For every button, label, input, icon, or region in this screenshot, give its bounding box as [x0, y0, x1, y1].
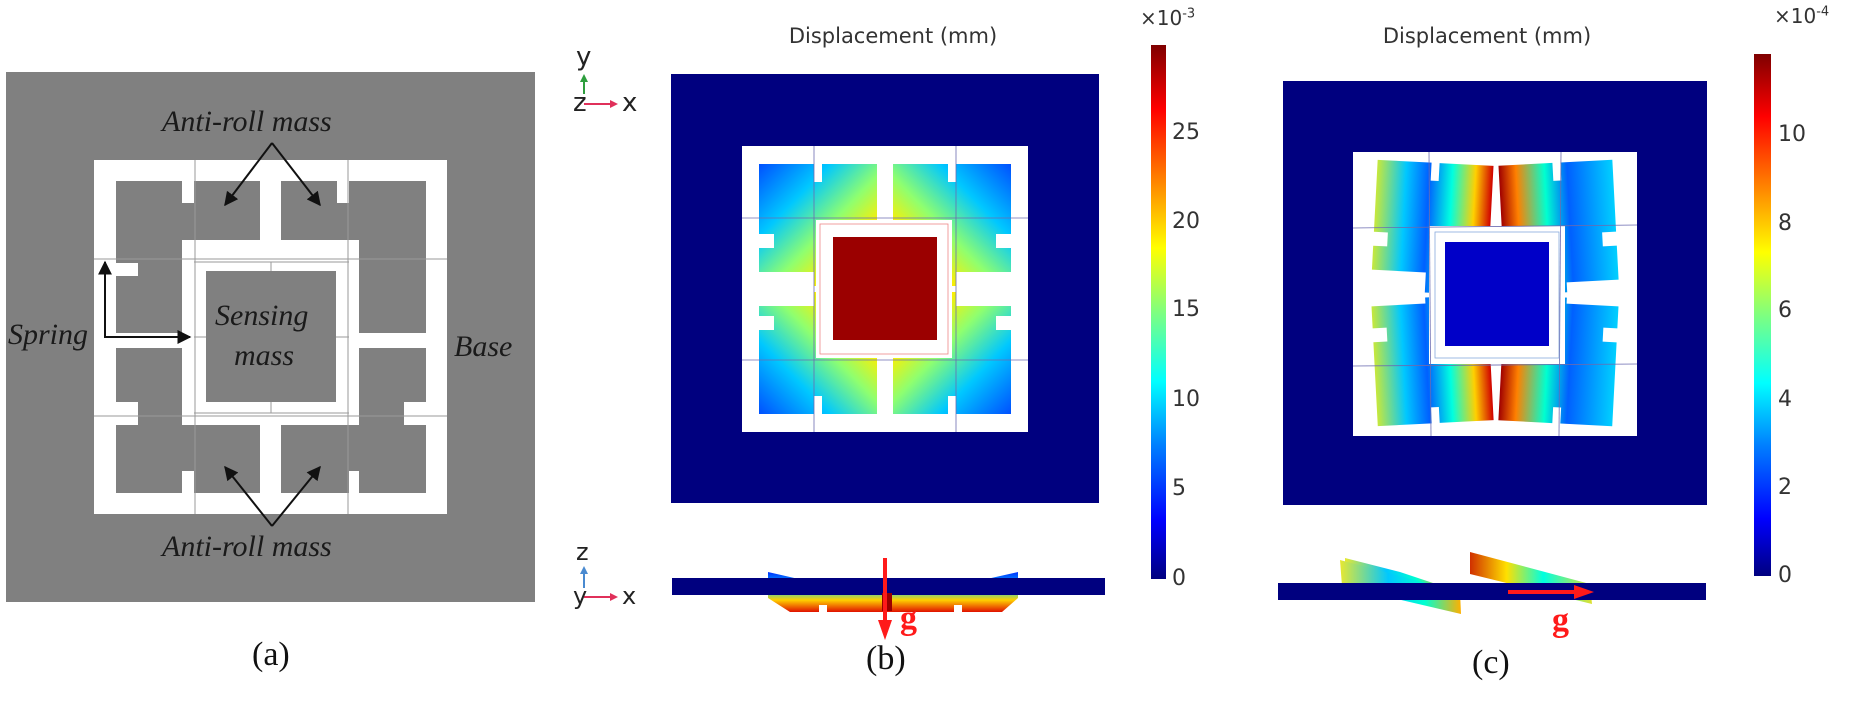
gravity-label-b: g [900, 600, 917, 637]
colorbar-tick-c-4: 4 [1778, 387, 1792, 412]
colorbar-tick-b-0: 0 [1172, 566, 1186, 591]
caption-c: (c) [1472, 644, 1510, 681]
colorbar-multiplier-c: ×10-4 [1774, 4, 1829, 28]
multiplier-exp-c: -4 [1816, 4, 1830, 20]
gravity-label-c: g [1552, 602, 1569, 639]
axis-triad-top-b [580, 74, 618, 108]
caption-b: (b) [866, 640, 906, 677]
axis-x-label-b: x [622, 88, 638, 118]
colorbar-tick-c-6: 6 [1778, 298, 1792, 323]
multiplier-base-c: ×10 [1774, 4, 1817, 28]
fem-side-view-b [672, 572, 1105, 613]
colorbar-tick-b-25: 25 [1172, 120, 1200, 145]
title-b: Displacement (mm) [788, 24, 998, 48]
axis-y-label-side-b: y [573, 582, 588, 610]
label-base: Base [454, 330, 513, 363]
colorbar-tick-c-8: 8 [1778, 211, 1792, 236]
colorbar-tick-b-5: 5 [1172, 476, 1186, 501]
title-c: Displacement (mm) [1382, 24, 1592, 48]
fem-top-view-c [1352, 151, 1638, 437]
label-spring: Spring [8, 318, 89, 351]
colorbar-tick-b-10: 10 [1172, 387, 1200, 412]
colorbar-c [1754, 54, 1771, 576]
label-mass: mass [234, 339, 295, 372]
colorbar-tick-b-20: 20 [1172, 209, 1200, 234]
caption-a: (a) [252, 636, 290, 673]
multiplier-exp-b: -3 [1182, 6, 1196, 22]
label-sensing: Sensing [215, 299, 309, 332]
axis-x-label-side-b: x [622, 582, 637, 610]
axis-triad-side-b [580, 566, 618, 601]
multiplier-base-b: ×10 [1140, 6, 1183, 30]
label-anti-roll-bottom: Anti-roll mass [162, 530, 332, 563]
gravity-arrow-c [1508, 585, 1594, 599]
colorbar-tick-c-2: 2 [1778, 475, 1792, 500]
fem-top-view-b [742, 146, 1028, 432]
anti-roll-masses-a [94, 142, 447, 527]
axis-y-label-b: y [576, 42, 592, 72]
axis-z-label-side-b: z [576, 538, 589, 566]
colorbar-tick-c-10: 10 [1778, 122, 1806, 147]
colorbar-tick-c-0: 0 [1778, 563, 1792, 588]
label-anti-roll-top: Anti-roll mass [162, 105, 332, 138]
colorbar-tick-b-15: 15 [1172, 297, 1200, 322]
axis-z-label-b: z [573, 88, 587, 118]
colorbar-b [1151, 45, 1166, 579]
fem-side-view-c [1278, 552, 1706, 614]
colorbar-multiplier-b: ×10-3 [1140, 6, 1195, 30]
gravity-arrow-b [878, 558, 892, 640]
